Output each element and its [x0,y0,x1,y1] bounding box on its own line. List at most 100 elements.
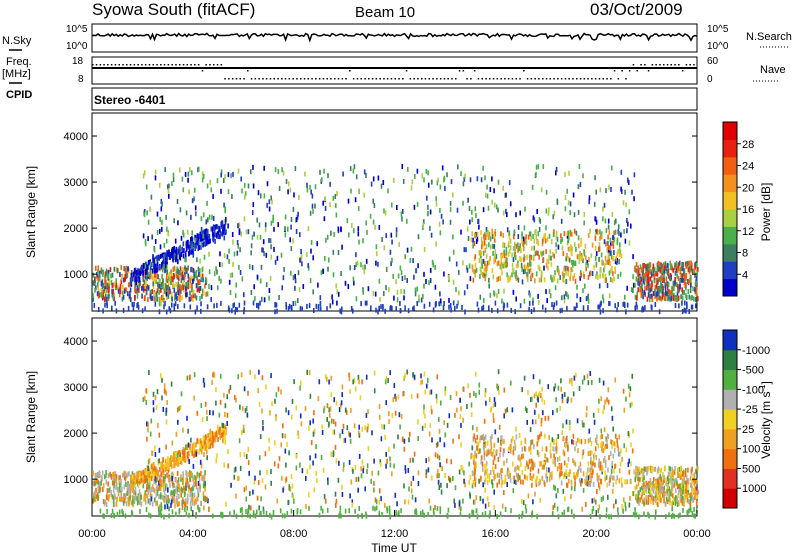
echo-cell [674,280,676,286]
echo-cell [195,499,198,505]
echo-cell [483,418,486,424]
echo-cell [171,272,173,278]
echo-cell [496,482,498,488]
echo-cell [187,487,190,493]
echo-cell [223,235,226,241]
nave-point [383,78,385,80]
echo-cell [213,431,215,437]
echo-cell [594,446,597,452]
echo-cell [252,489,254,495]
echo-cell [185,210,188,216]
echo-cell [666,263,669,269]
echo-cell [153,471,155,477]
echo-cell [107,274,110,279]
echo-cell [515,479,517,485]
echo-cell [322,467,325,473]
echo-cell [467,383,469,389]
echo-cell [556,407,558,413]
echo-cell [527,389,529,395]
nave-point [579,78,582,80]
echo-cell [262,506,265,512]
echo-cell [532,297,534,303]
echo-cell [212,372,214,378]
echo-cell [222,225,224,231]
echo-cell [287,499,290,505]
echo-cell [307,263,309,269]
echo-cell [608,293,611,299]
echo-cell [215,458,217,464]
echo-cell [205,219,208,225]
echo-cell [178,285,180,291]
echo-cell [460,422,462,428]
echo-cell [398,412,401,418]
echo-cell [448,413,451,419]
echo-cell [418,297,420,303]
echo-cell [97,285,99,291]
echo-cell [494,429,497,435]
echo-cell [570,494,572,499]
echo-cell [152,257,154,263]
echo-cell [432,262,435,268]
echo-cell [146,269,148,275]
echo-cell [478,250,481,256]
echo-cell [173,483,175,488]
echo-cell [147,219,150,225]
echo-cell [370,181,373,187]
echo-cell [606,283,609,288]
echo-cell [158,480,160,486]
echo-cell [636,304,638,310]
echo-cell [104,302,106,308]
echo-cell [565,473,568,479]
echo-cell [606,443,608,449]
echo-cell [552,459,554,465]
echo-cell [319,301,322,306]
echo-cell [523,264,526,270]
echo-cell [656,267,658,273]
echo-cell [297,270,300,276]
nave-point [163,64,166,66]
echo-cell [324,205,327,211]
echo-cell [162,467,165,473]
echo-cell [170,381,173,387]
echo-cell [559,275,561,280]
echo-cell [156,469,158,475]
echo-cell [110,280,113,286]
echo-cell [181,505,184,511]
echo-cell [219,430,222,436]
echo-cell [134,286,136,292]
echo-cell [680,277,683,283]
echo-cell [491,268,494,274]
echo-cell [250,169,252,175]
echo-cell [663,277,665,283]
echo-cell [166,256,168,262]
echo-cell [644,276,646,282]
echo-cell [537,437,539,443]
echo-cell [531,458,533,464]
echo-cell [177,268,179,274]
echo-cell [667,268,670,274]
echo-cell [296,214,299,220]
echo-cell [497,260,500,266]
echo-cell [289,486,292,492]
echo-cell [560,233,562,239]
echo-cell [134,486,137,492]
echo-cell [373,458,375,464]
echo-cell [597,408,600,413]
echo-cell [173,283,175,289]
echo-cell [232,239,234,245]
echo-cell [190,214,192,220]
echo-cell [147,264,149,270]
echo-cell [208,234,211,239]
echo-cell [494,300,497,306]
echo-cell [503,413,505,419]
echo-cell [690,282,692,288]
echo-cell [261,247,263,253]
echo-cell [472,479,475,485]
echo-cell [118,486,121,492]
echo-cell [115,278,117,284]
echo-cell [137,304,140,310]
echo-cell [287,306,290,312]
echo-cell [538,299,540,305]
echo-cell [644,285,646,291]
